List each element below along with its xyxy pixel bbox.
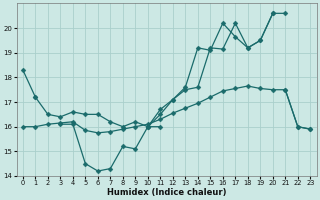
X-axis label: Humidex (Indice chaleur): Humidex (Indice chaleur) <box>107 188 226 197</box>
